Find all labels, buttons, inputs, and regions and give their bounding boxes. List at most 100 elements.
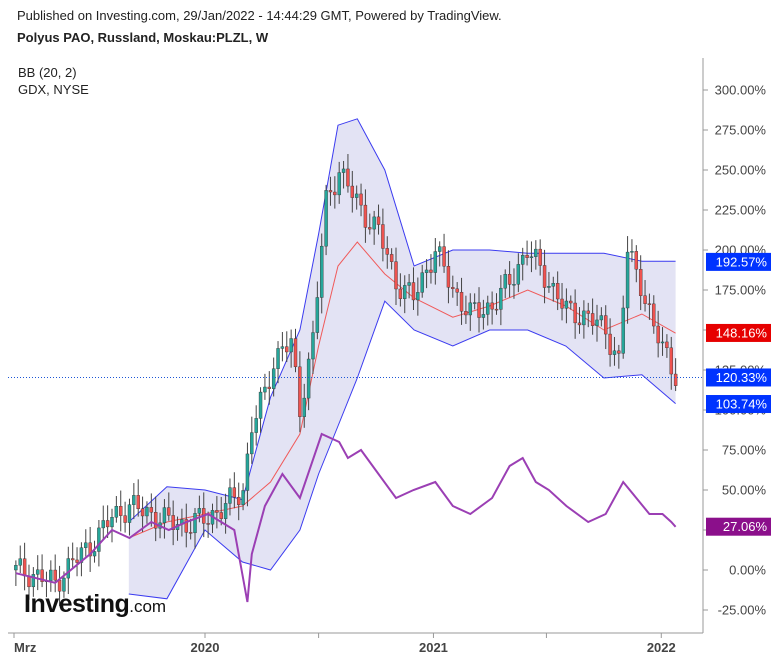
candle-body [341,168,346,173]
bb-lower-line [128,300,676,600]
price-candle [420,264,424,298]
price-candle [564,288,569,324]
candle-body [285,346,289,353]
candle-body [315,297,320,333]
price-candle [468,293,472,331]
price-candle [306,352,311,411]
tag-box [706,323,771,342]
candle-body [276,348,280,369]
candle-body [97,527,101,552]
price-candle [354,185,359,210]
y-tick-label: 225.00% [715,203,767,218]
candle-body [368,227,372,230]
last-value-tag: 148.16% [706,323,771,342]
price-candle [407,273,411,299]
candle-body [634,251,639,270]
y-tick-label: 275.00% [715,123,767,138]
price-candle [394,247,398,305]
candle-body [219,512,223,519]
price-candle [341,160,346,189]
x-axis-ticks: Mrz 2020 2021 2022 [13,633,676,655]
price-candle [477,287,481,333]
price-candle [123,501,127,533]
price-candle [617,344,621,369]
candle-body [31,574,36,588]
price-candle [276,341,280,384]
price-candle [346,154,350,193]
candle-body [49,569,53,581]
symbol-title: Polyus PAO, Russland, Moskau:PLZL, W [17,30,269,45]
price-candle [481,299,486,330]
candle-body [66,558,71,579]
candle-body [665,341,669,349]
price-candle [315,281,320,340]
candle-body [101,520,105,529]
price-candle [538,239,542,276]
legend-bollinger[interactable]: BB (20, 2) [18,65,77,80]
price-candle [92,540,97,563]
candle-body [494,308,499,311]
candle-body [503,274,507,289]
price-candle [206,511,210,538]
candle-body [302,397,306,417]
candle-body [499,287,503,310]
price-candle [298,351,302,433]
candle-body [420,272,424,293]
price-candle [250,416,254,464]
price-candle [385,236,389,269]
price-candle [599,307,604,327]
price-candle [525,240,529,266]
candle-body [145,507,149,517]
price-candle [145,501,149,524]
price-candle [534,240,538,270]
candle-body [114,506,119,518]
investing-logo: Investing.com [24,590,166,619]
price-candle [403,275,407,314]
price-candle [652,295,656,334]
candle-body [123,515,127,523]
candle-body [250,432,254,455]
candle-body [595,319,599,326]
tag-label: 27.06% [723,519,768,534]
price-candle [84,529,88,557]
price-candle [442,233,446,273]
last-value-tag: 120.33% [706,368,771,387]
tag-box [706,252,771,271]
candle-body [507,274,512,285]
price-candle [162,499,167,539]
candle-body [424,269,429,273]
candle-body [92,551,97,557]
candle-body [324,190,328,247]
candle-body [241,490,245,505]
price-candle [555,271,560,311]
candle-body [490,302,494,310]
price-candle [381,208,385,262]
candle-body [40,569,44,582]
price-candle [573,289,577,339]
logo-main: Investing [24,590,130,618]
legend-gdx[interactable]: GDX, NYSE [18,82,89,97]
price-candle [503,269,507,299]
candle-body [136,495,140,510]
candle-body [564,300,569,309]
candle-body [346,168,350,187]
price-candle [411,267,416,311]
price-candle [494,293,499,315]
price-candle [40,554,44,588]
price-candle [669,336,673,390]
price-candle [464,295,468,324]
candle-body [433,251,438,273]
candle-body [459,291,464,312]
candle-body [271,368,276,389]
price-candle [547,272,551,293]
candle-body [389,254,394,262]
tag-box [706,368,771,387]
candle-body [608,333,612,355]
price-candle [472,293,477,310]
candle-body [525,255,529,258]
last-value-tags: 192.57% 148.16% 120.33% 103.74% 27.06% [706,252,771,536]
candle-body [534,248,538,257]
price-candle [245,442,250,507]
price-candle [612,336,617,366]
